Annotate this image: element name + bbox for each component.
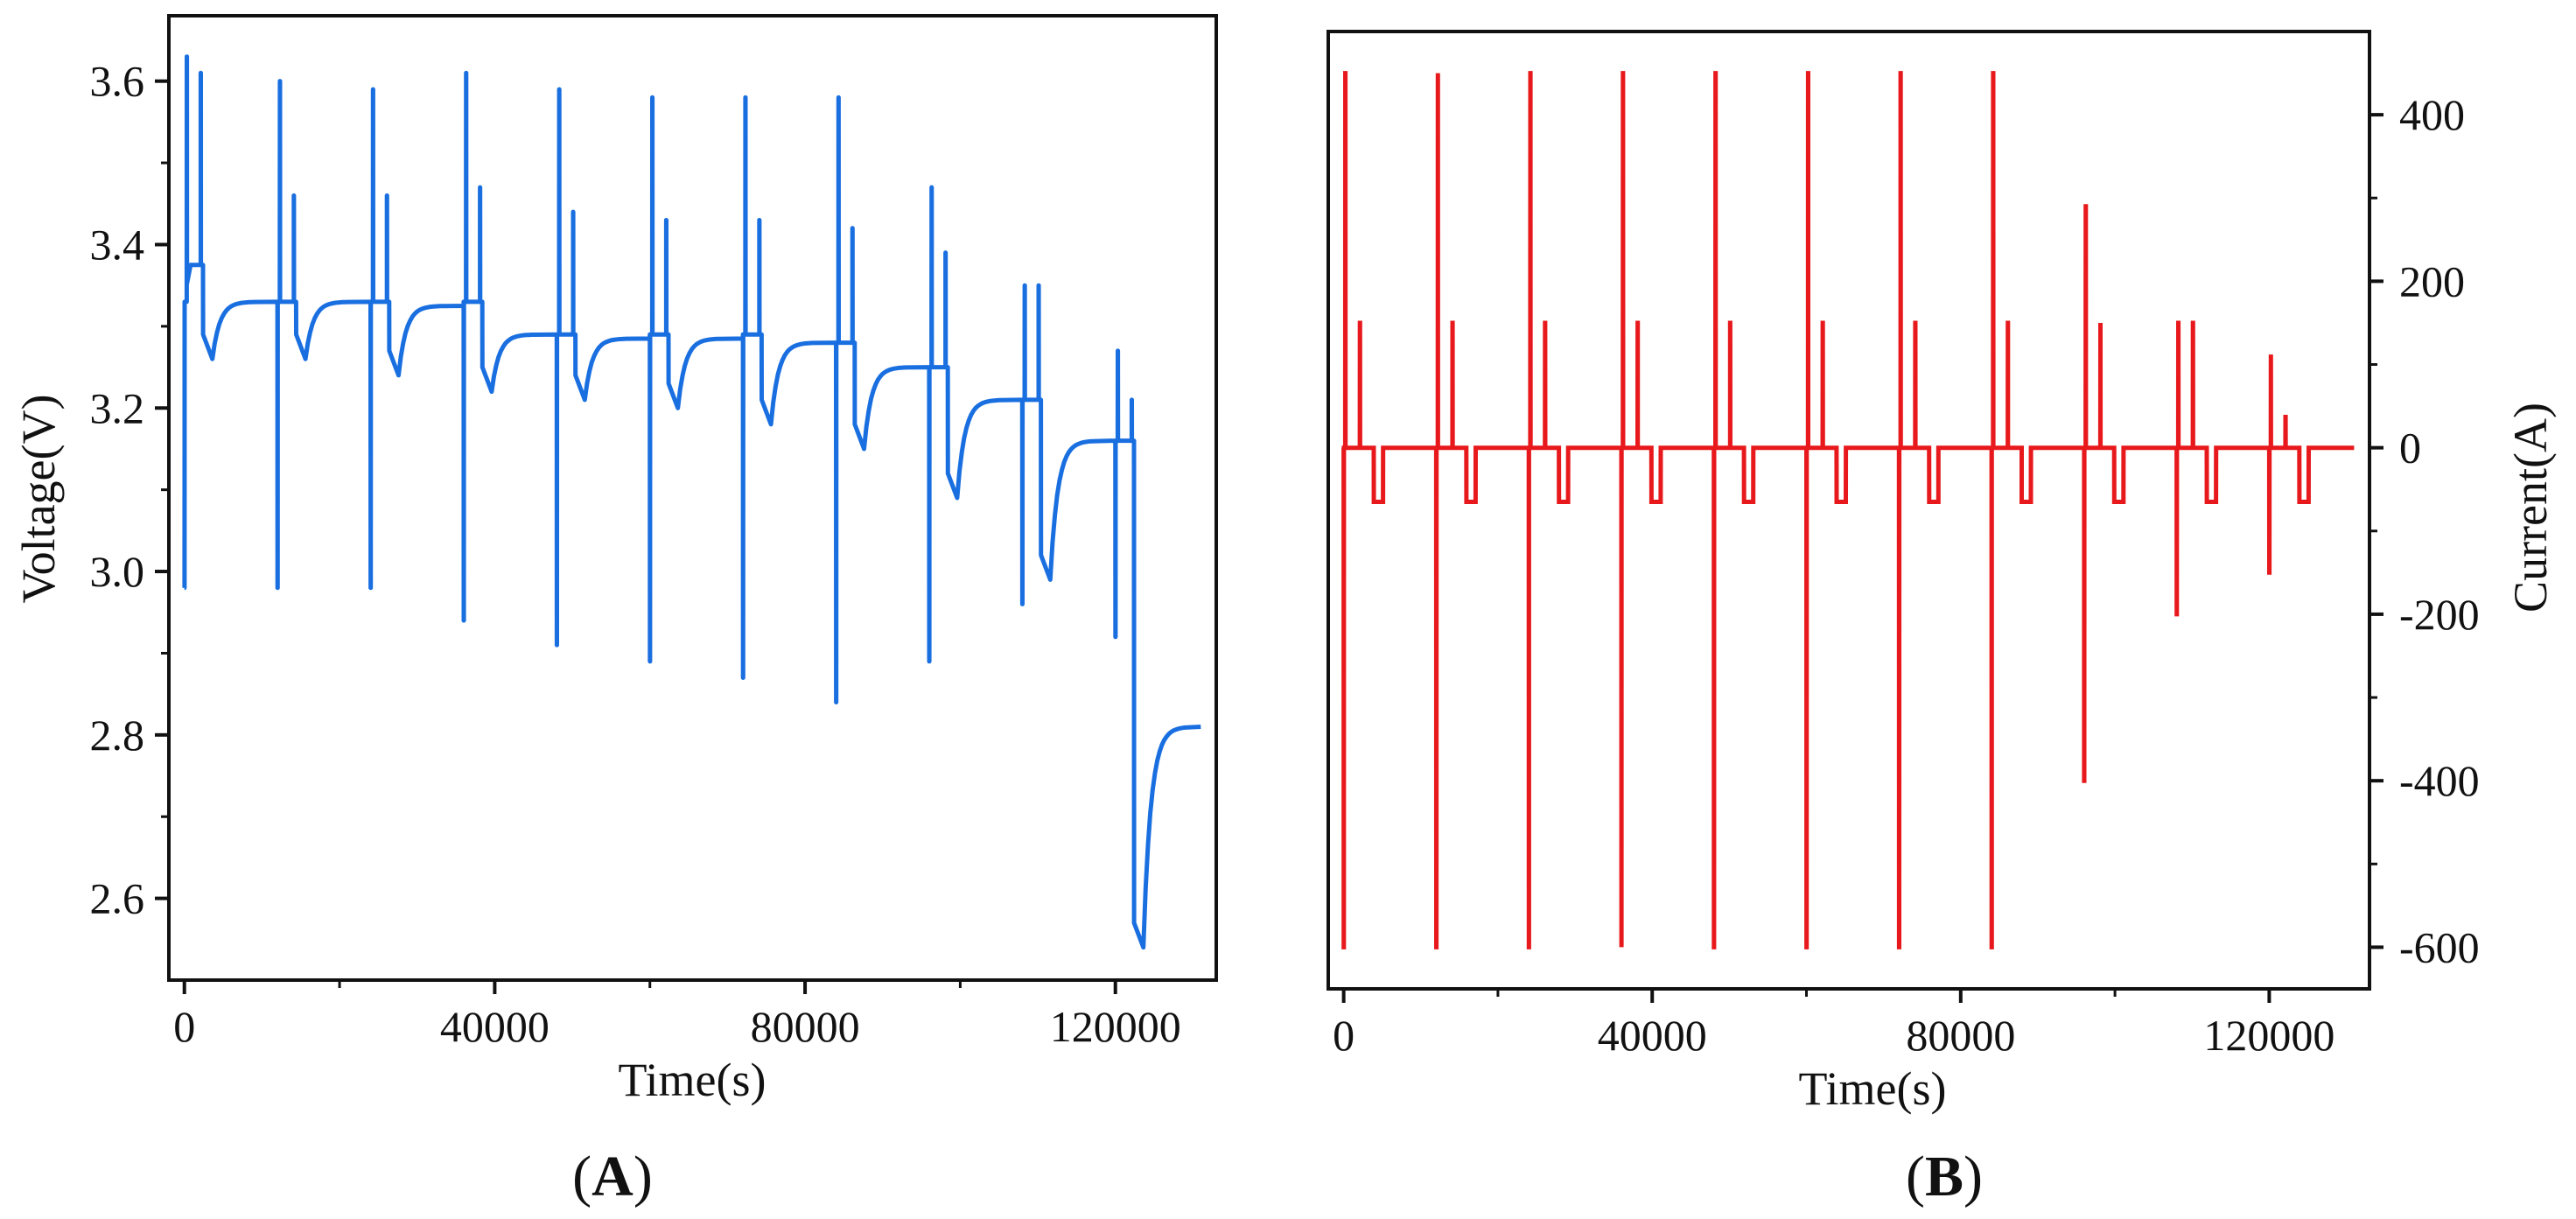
y-tick-label: 3.6 [90, 57, 145, 106]
panel-a-label-open: ( [572, 1145, 592, 1208]
panel-a-plot-frame [167, 14, 1218, 982]
panel-b-label: (B) [1906, 1145, 1983, 1208]
x-tick-label: 40000 [1598, 1011, 1707, 1060]
x-tick-label: 80000 [751, 1002, 860, 1051]
panel-b-x-ticks: 0 40000 80000 120000 [1333, 989, 2334, 1060]
current-series-line [1341, 71, 2355, 949]
panel-b-y-ticks: -600 -400 -200 0 200 400 [2370, 90, 2480, 971]
panel-a-series [182, 54, 1201, 950]
panel-a-x-axis-title: Time(s) [618, 1054, 766, 1106]
panel-b-current-chart: 0 40000 80000 120000 -600 -400 -200 0 200 400 Ti… [1326, 30, 2557, 1208]
panel-a-voltage-chart: 0 40000 80000 120000 2.6 2.8 3.0 3.2 3.4 3.6 Tim… [12, 14, 1218, 1208]
panel-a-label-close: ) [634, 1145, 653, 1208]
panel-b-label-close: ) [1964, 1145, 1983, 1208]
panel-a-label-letter: A [592, 1145, 634, 1208]
y-tick-label: -400 [2399, 756, 2480, 805]
panel-a-x-ticks: 0 40000 80000 120000 [173, 980, 1181, 1051]
panel-a-y-axis-title: Voltage(V) [12, 395, 65, 604]
x-tick-label: 120000 [2203, 1011, 2334, 1060]
y-tick-label: 3.4 [90, 220, 145, 269]
panel-b-series [1341, 71, 2355, 949]
y-tick-label: -600 [2399, 922, 2480, 971]
panel-a-y-ticks: 2.6 2.8 3.0 3.2 3.4 3.6 [90, 57, 169, 923]
panel-b-plot-frame [1326, 30, 2371, 991]
y-tick-label: 2.6 [90, 874, 145, 923]
y-tick-label: -200 [2399, 590, 2480, 639]
y-tick-label: 2.8 [90, 711, 145, 760]
y-tick-label: 0 [2399, 424, 2421, 473]
y-tick-label: 3.0 [90, 547, 145, 596]
x-tick-label: 40000 [440, 1002, 550, 1051]
panel-b-y-axis-title: Current(A) [2504, 403, 2557, 613]
y-tick-label: 3.2 [90, 383, 145, 432]
panel-b-label-open: ( [1906, 1145, 1925, 1208]
x-tick-label: 80000 [1906, 1011, 2015, 1060]
y-tick-label: 200 [2399, 256, 2465, 305]
panel-b-label-letter: B [1925, 1145, 1964, 1208]
y-tick-label: 400 [2399, 90, 2465, 139]
panel-a-label: (A) [572, 1145, 653, 1208]
x-tick-label: 0 [1333, 1011, 1354, 1060]
voltage-series-line [182, 54, 1201, 950]
panel-b-x-axis-title: Time(s) [1798, 1062, 1946, 1115]
x-tick-label: 120000 [1050, 1002, 1181, 1051]
x-tick-label: 0 [173, 1002, 195, 1051]
